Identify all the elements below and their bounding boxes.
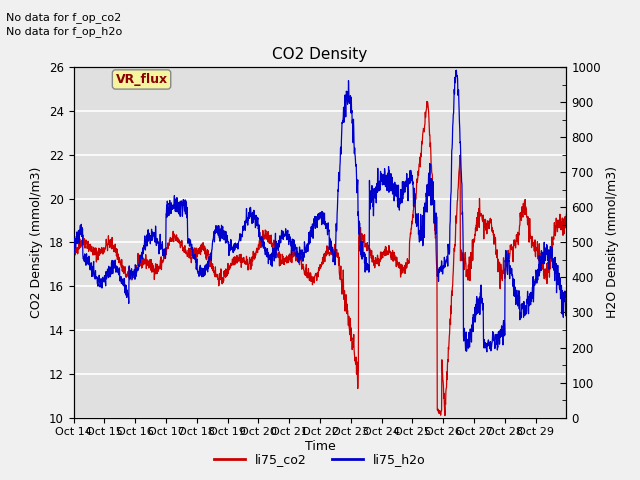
Text: No data for f_op_h2o: No data for f_op_h2o — [6, 26, 123, 37]
Legend: li75_co2, li75_h2o: li75_co2, li75_h2o — [209, 448, 431, 471]
Text: No data for f_op_co2: No data for f_op_co2 — [6, 12, 122, 23]
Title: CO2 Density: CO2 Density — [273, 47, 367, 62]
X-axis label: Time: Time — [305, 440, 335, 453]
Y-axis label: CO2 Density (mmol/m3): CO2 Density (mmol/m3) — [30, 167, 44, 318]
Y-axis label: H2O Density (mmol/m3): H2O Density (mmol/m3) — [607, 167, 620, 318]
Text: VR_flux: VR_flux — [115, 73, 168, 86]
